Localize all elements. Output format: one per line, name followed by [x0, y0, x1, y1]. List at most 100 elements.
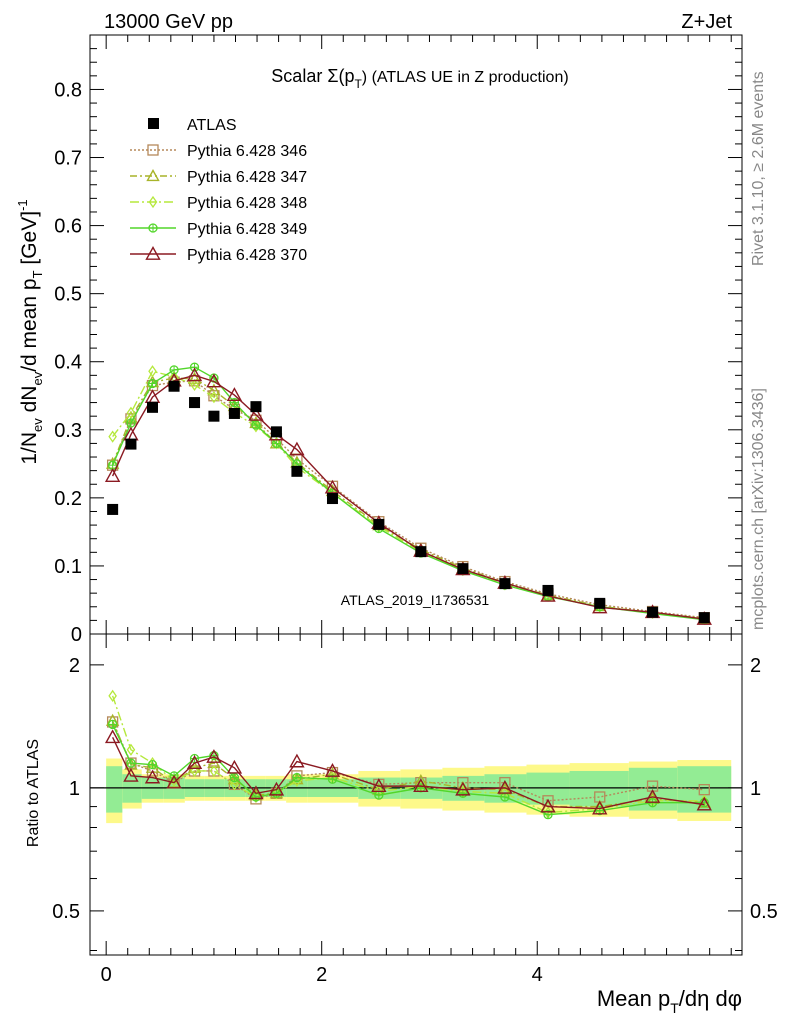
- atlas-point: [647, 606, 659, 618]
- legend-label: Pythia 6.428 346: [187, 143, 307, 160]
- legend-label: Pythia 6.428 349: [187, 221, 307, 238]
- data-point: [324, 479, 341, 494]
- data-point: [543, 810, 553, 820]
- atlas-point: [270, 426, 282, 438]
- data-point: [187, 760, 202, 773]
- ratio-frame: [89, 633, 743, 956]
- atlas-point: [228, 407, 240, 419]
- atlas-point: [291, 465, 303, 477]
- main-plot: 0 0.1 0.2 0.3 0.4 0.5 0.6 0.7 0.8: [54, 34, 743, 646]
- data-point: [324, 763, 341, 777]
- process-label: Z+Jet: [681, 11, 732, 33]
- data-point: [268, 781, 285, 796]
- atlas-point: [373, 518, 385, 530]
- y-tick-label: 0: [71, 624, 82, 646]
- data-point: [540, 798, 556, 813]
- data-point: [542, 795, 554, 807]
- atlas-point: [457, 563, 469, 575]
- ratio-tick-label: 0.5: [750, 901, 778, 923]
- data-point: [123, 767, 139, 782]
- ratio-tick-label: 2: [69, 655, 80, 677]
- data-point: [248, 785, 264, 800]
- legend-atlas-label: ATLAS: [187, 117, 237, 134]
- ratio-band-inner: [106, 766, 123, 813]
- atlas-point: [594, 597, 606, 609]
- data-point: [592, 800, 608, 815]
- data-point: [148, 223, 158, 233]
- y-tick-label: 0.2: [54, 488, 82, 510]
- data-point: [147, 378, 158, 389]
- y-tick-label: 0.3: [54, 420, 82, 442]
- y-axis-label: 1/Nev dNev/d mean pT [GeV]-1: [15, 199, 45, 464]
- x-tick-label: 2: [316, 964, 327, 986]
- plot-title-main: Scalar Σ(p: [271, 66, 354, 86]
- ratio-tick-label: 2: [750, 655, 761, 677]
- legend-atlas-marker: [148, 118, 159, 129]
- data-point: [126, 418, 136, 428]
- rivet-label: Rivet 3.1.10, ≥ 2.6M events: [750, 71, 767, 266]
- data-point: [696, 796, 712, 811]
- atlas-point: [125, 438, 137, 450]
- data-point: [126, 406, 136, 419]
- atlas-point: [107, 503, 119, 515]
- mcplots-label: mcplots.cern.ch [arXiv:1306.3436]: [750, 388, 767, 630]
- data-point: [107, 719, 118, 730]
- atlas-point: [250, 401, 262, 413]
- data-point: [374, 790, 384, 800]
- data-point: [413, 778, 429, 793]
- data-point: [207, 383, 221, 396]
- data-point: [107, 460, 118, 470]
- ratio-tick-label: 1: [750, 778, 761, 800]
- y-tick-label: 0.5: [54, 284, 82, 306]
- data-point: [497, 779, 513, 794]
- data-point: [226, 759, 243, 774]
- atlas-point: [208, 410, 220, 422]
- data-point: [104, 729, 121, 744]
- plot-title: Scalar Σ(pT) (ATLAS UE in Z production): [271, 66, 568, 91]
- data-point: [206, 749, 222, 763]
- data-point: [206, 373, 222, 388]
- y-tick-label: 0.4: [54, 352, 82, 374]
- y-tick-label: 0.1: [54, 556, 82, 578]
- atlas-point: [147, 401, 159, 413]
- data-point: [292, 772, 302, 783]
- legend-label: Pythia 6.428 347: [187, 169, 307, 186]
- data-point: [458, 788, 468, 798]
- atlas-point: [499, 578, 511, 590]
- data-point: [289, 753, 305, 768]
- data-point: [148, 365, 157, 378]
- data-point: [147, 759, 158, 770]
- data-point: [186, 367, 203, 382]
- ratio-line: [111, 736, 705, 810]
- data-point: [251, 792, 261, 802]
- data-point: [230, 778, 239, 791]
- ratio-plot: 0 2 4 0.5 0.5 1 1 2 2: [52, 633, 778, 986]
- data-point: [144, 769, 161, 784]
- data-point: [455, 781, 471, 796]
- legend-label: Pythia 6.428 348: [187, 195, 307, 212]
- data-point: [108, 430, 117, 443]
- data-point: [108, 689, 117, 702]
- data-point: [248, 406, 264, 421]
- ratio-axis-label: Ratio to ATLAS: [25, 739, 42, 847]
- atlas-point: [542, 584, 554, 596]
- atlas-data: [107, 380, 710, 624]
- atlas-point: [189, 397, 201, 409]
- data-point: [290, 772, 304, 785]
- data-point: [251, 420, 261, 430]
- ratio-tick-label: 0.5: [52, 901, 80, 923]
- data-point: [500, 792, 510, 802]
- data-point: [226, 387, 243, 401]
- data-point: [187, 371, 202, 384]
- x-tick-label: 0: [101, 964, 112, 986]
- y-tick-label: 0.6: [54, 216, 82, 238]
- legend: ATLAS Pythia 6.428 346 Pythia 6.428 347 Pyt…: [130, 117, 307, 264]
- ratio-series-5: [104, 729, 712, 815]
- data-point: [209, 764, 219, 778]
- energy-label: 13000 GeV pp: [104, 11, 233, 33]
- data-point: [190, 764, 199, 778]
- atlas-point: [326, 493, 338, 505]
- atlas-point: [168, 380, 180, 392]
- data-point: [104, 468, 121, 482]
- y-tick-label: 0.7: [54, 148, 82, 170]
